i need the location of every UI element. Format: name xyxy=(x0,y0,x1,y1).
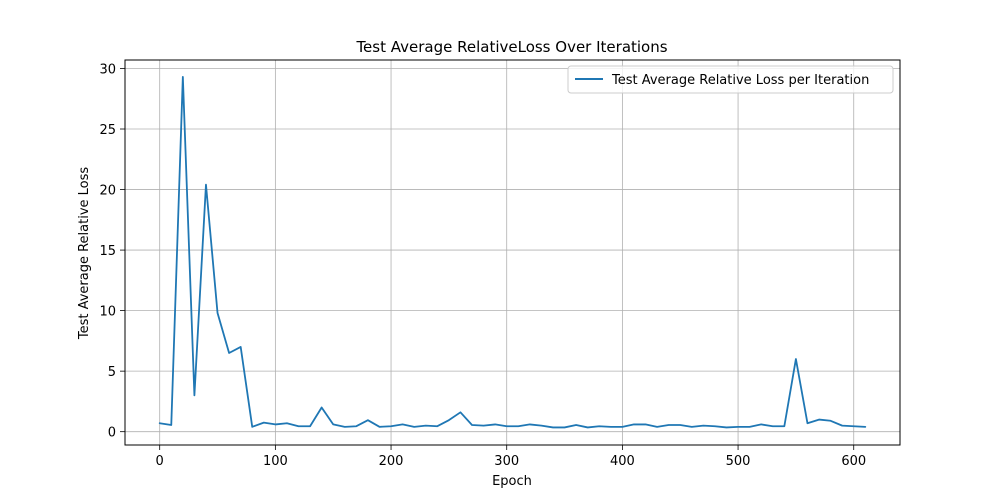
plot-area-frame xyxy=(124,59,901,446)
y-tick-label: 5 xyxy=(108,365,116,380)
y-tick-label: 25 xyxy=(99,123,116,138)
series-line xyxy=(158,76,867,429)
chart-title: Test Average RelativeLoss Over Iteration… xyxy=(355,38,667,56)
y-tick-label: 20 xyxy=(99,184,116,199)
y-tick-label: 10 xyxy=(99,305,116,320)
series-layer xyxy=(158,76,867,429)
x-tick-label: 0 xyxy=(156,454,164,469)
x-tick-label: 500 xyxy=(726,454,751,469)
x-tick-label: 600 xyxy=(841,454,866,469)
legend: Test Average Relative Loss per Iteration xyxy=(567,65,894,94)
y-axis: 0 5 10 15 20 25 30 xyxy=(99,62,125,441)
y-tick-label: 15 xyxy=(99,244,116,259)
x-tick-label: 200 xyxy=(379,454,404,469)
legend-box xyxy=(567,65,894,94)
x-tick-label: 300 xyxy=(494,454,519,469)
y-axis-label: Test Average Relative Loss xyxy=(77,167,92,341)
y-tick-label: 0 xyxy=(108,426,116,441)
y-tick-label: 30 xyxy=(99,62,116,77)
legend-entry-label: Test Average Relative Loss per Iteration xyxy=(611,73,869,88)
grid xyxy=(125,60,900,445)
x-tick-label: 100 xyxy=(263,454,288,469)
x-tick-label: 400 xyxy=(610,454,635,469)
x-axis-label: Epoch xyxy=(492,474,532,489)
x-axis: 0 100 200 300 400 500 600 xyxy=(156,445,866,469)
